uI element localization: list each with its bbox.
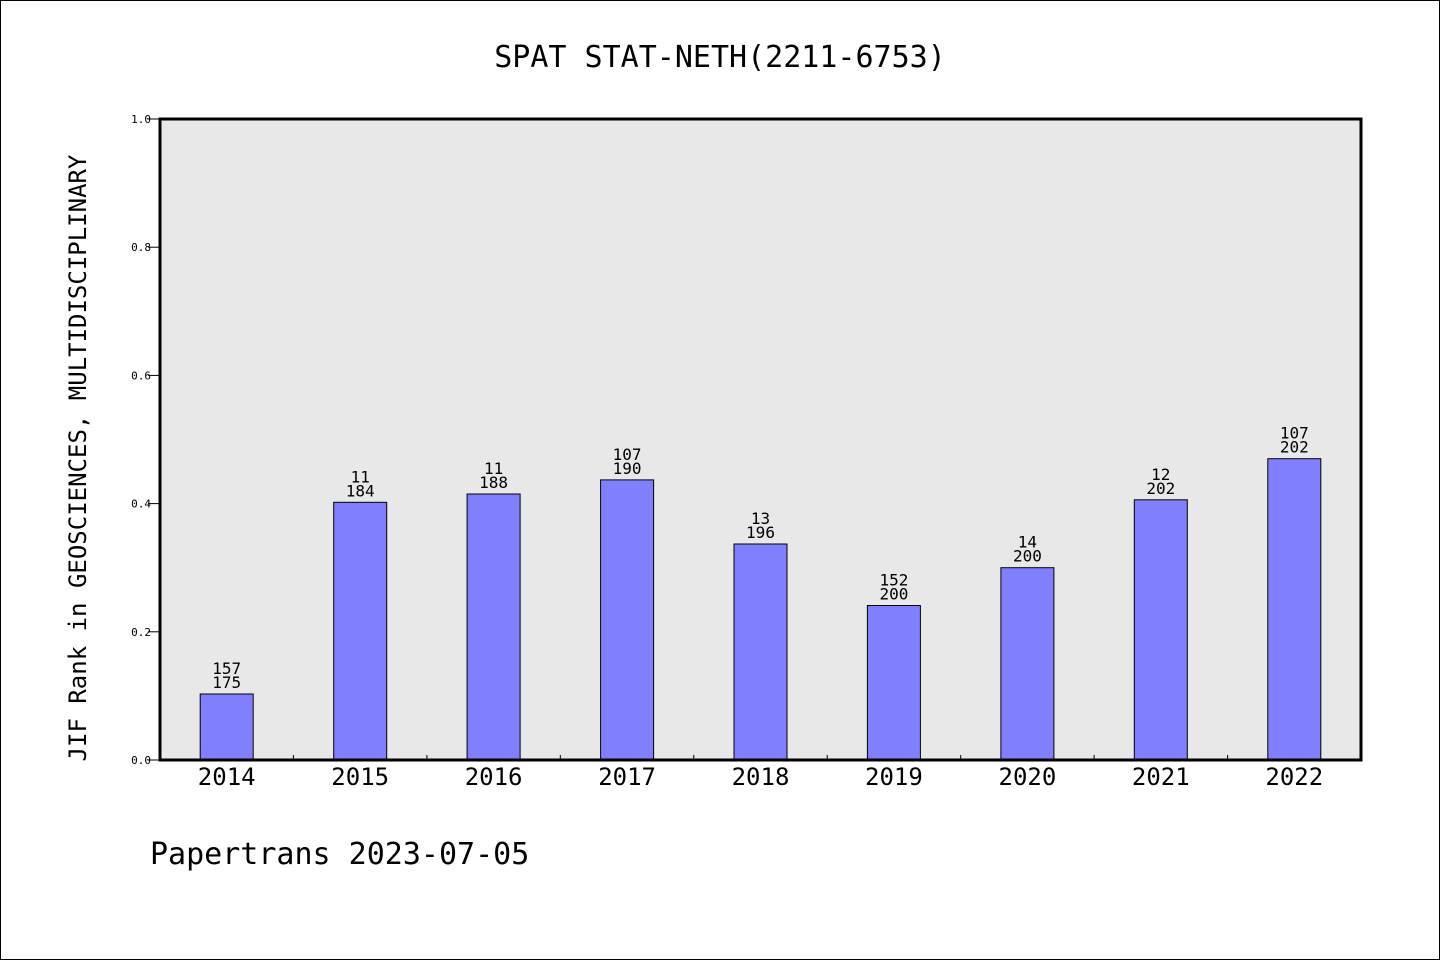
bar-label-total: 202 xyxy=(1280,438,1309,457)
bar-label-total: 190 xyxy=(613,459,642,478)
bar-label-rank: 107 xyxy=(1280,424,1309,443)
bar-label-rank: 11 xyxy=(351,467,370,486)
bar-label-rank: 157 xyxy=(212,659,241,678)
x-axis: 2014 2015 2016 2017 2018 2019 2020 2021 2022 xyxy=(198,755,1323,791)
bar-label-total: 200 xyxy=(879,585,908,604)
bar xyxy=(1133,499,1188,761)
bar xyxy=(199,693,254,761)
y-axis: 0.0 0.2 0.4 0.6 0.8 1.0 xyxy=(131,113,160,767)
plot-border xyxy=(158,117,1363,762)
chart-title: SPAT STAT-NETH(2211-6753) xyxy=(494,40,946,75)
bar-labels: 1571751118411188107190131961522001420012… xyxy=(212,424,1309,692)
bar-label-rank: 12 xyxy=(1151,465,1170,484)
x-tick-label: 2019 xyxy=(865,763,923,791)
y-tick-label: 0.2 xyxy=(131,626,151,639)
x-tick-label: 2018 xyxy=(732,763,790,791)
bars xyxy=(199,458,1322,761)
bar xyxy=(733,543,788,761)
x-tick-label: 2016 xyxy=(465,763,523,791)
y-tick-label: 1.0 xyxy=(131,113,151,126)
bar-label-rank: 107 xyxy=(613,445,642,464)
x-tick-label: 2022 xyxy=(1265,763,1323,791)
x-tick-label: 2017 xyxy=(598,763,656,791)
bar xyxy=(1267,458,1322,761)
footer-text: Papertrans 2023-07-05 xyxy=(150,837,529,872)
y-tick-label: 0.0 xyxy=(131,754,151,767)
bar-label-rank: 11 xyxy=(484,459,503,478)
y-tick-label: 0.4 xyxy=(131,498,151,511)
bar xyxy=(1000,567,1055,761)
y-tick-label: 0.8 xyxy=(131,241,151,254)
bar-label-rank: 13 xyxy=(751,509,770,528)
bar-label-total: 202 xyxy=(1146,479,1175,498)
x-tick-label: 2015 xyxy=(331,763,389,791)
x-tick-label: 2020 xyxy=(999,763,1057,791)
bar-label-rank: 152 xyxy=(879,571,908,590)
bar xyxy=(866,605,921,761)
x-tick-label: 2021 xyxy=(1132,763,1190,791)
bar xyxy=(333,501,388,761)
y-tick-label: 0.6 xyxy=(131,369,151,382)
x-tick-label: 2014 xyxy=(198,763,256,791)
bar-label-total: 184 xyxy=(346,481,375,500)
bar-label-total: 188 xyxy=(479,473,508,492)
bar-label-total: 200 xyxy=(1013,547,1042,566)
bar-label-total: 196 xyxy=(746,523,775,542)
bar xyxy=(466,493,521,761)
bar xyxy=(600,479,655,761)
y-axis-label: JIF Rank in GEOSCIENCES, MULTIDISCIPLINA… xyxy=(64,154,92,761)
bar-label-rank: 14 xyxy=(1018,533,1037,552)
bar-label-total: 175 xyxy=(212,673,241,692)
